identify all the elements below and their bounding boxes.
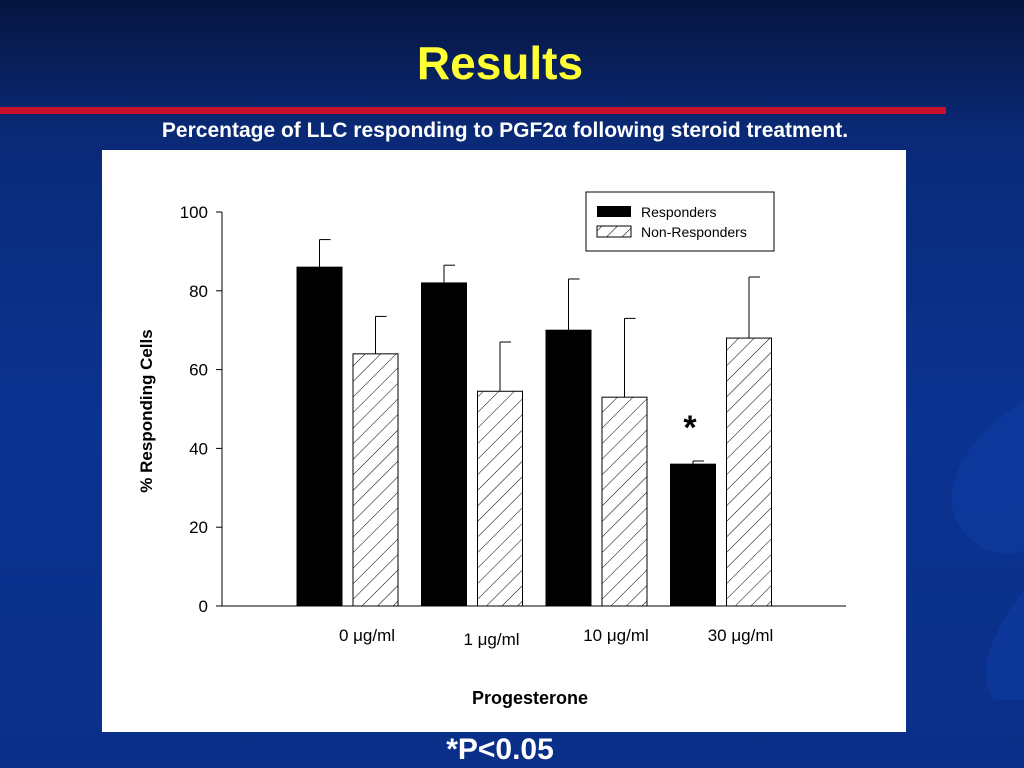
x-category-label: 10 μg/ml bbox=[583, 626, 649, 645]
bar-non-responders bbox=[601, 396, 648, 607]
significance-footnote: *P<0.05 bbox=[446, 733, 554, 766]
x-category-label: 1 μg/ml bbox=[463, 630, 519, 649]
slide-title: Results bbox=[416, 37, 584, 89]
background-swoosh-decoration bbox=[951, 400, 1024, 700]
legend-swatch-responders bbox=[597, 206, 631, 217]
x-category-label: 0 μg/ml bbox=[339, 626, 395, 645]
bar-responders bbox=[421, 282, 467, 607]
y-tick-label: 20 bbox=[189, 518, 208, 537]
legend-label-responders: Responders bbox=[641, 204, 717, 220]
y-tick-label: 40 bbox=[189, 439, 208, 458]
legend-label-non-responders: Non-Responders bbox=[641, 224, 747, 240]
legend-box bbox=[585, 191, 775, 252]
bar-non-responders bbox=[477, 390, 523, 607]
bar-non-responders bbox=[352, 353, 399, 607]
legend-swatch-non-responders bbox=[596, 225, 632, 238]
x-category-label: 30 μg/ml bbox=[708, 626, 774, 645]
y-tick-label: 0 bbox=[199, 597, 208, 616]
bar-responders bbox=[296, 266, 343, 607]
chart-panel: 0 20 40 60 80 100 % Responding Cells 0 μg/ml 1 … bbox=[102, 150, 906, 732]
bar-non-responders bbox=[726, 337, 772, 607]
bar-responders bbox=[670, 463, 716, 607]
title-rule bbox=[0, 107, 946, 114]
significance-asterisk: * bbox=[683, 409, 697, 447]
y-tick-label: 80 bbox=[189, 282, 208, 301]
bar-responders bbox=[545, 329, 592, 607]
slide-subtitle: Percentage of LLC responding to PGF2α fo… bbox=[161, 119, 849, 142]
bar-chart: 0 20 40 60 80 100 % Responding Cells 0 μg/ml 1 … bbox=[137, 191, 846, 708]
chart-legend: Responders Non-Responders bbox=[585, 191, 775, 252]
y-tick-label: 100 bbox=[180, 203, 208, 222]
x-axis-label: Progesterone bbox=[472, 688, 588, 708]
y-tick-label: 60 bbox=[189, 361, 208, 380]
y-axis-label: % Responding Cells bbox=[137, 329, 156, 492]
